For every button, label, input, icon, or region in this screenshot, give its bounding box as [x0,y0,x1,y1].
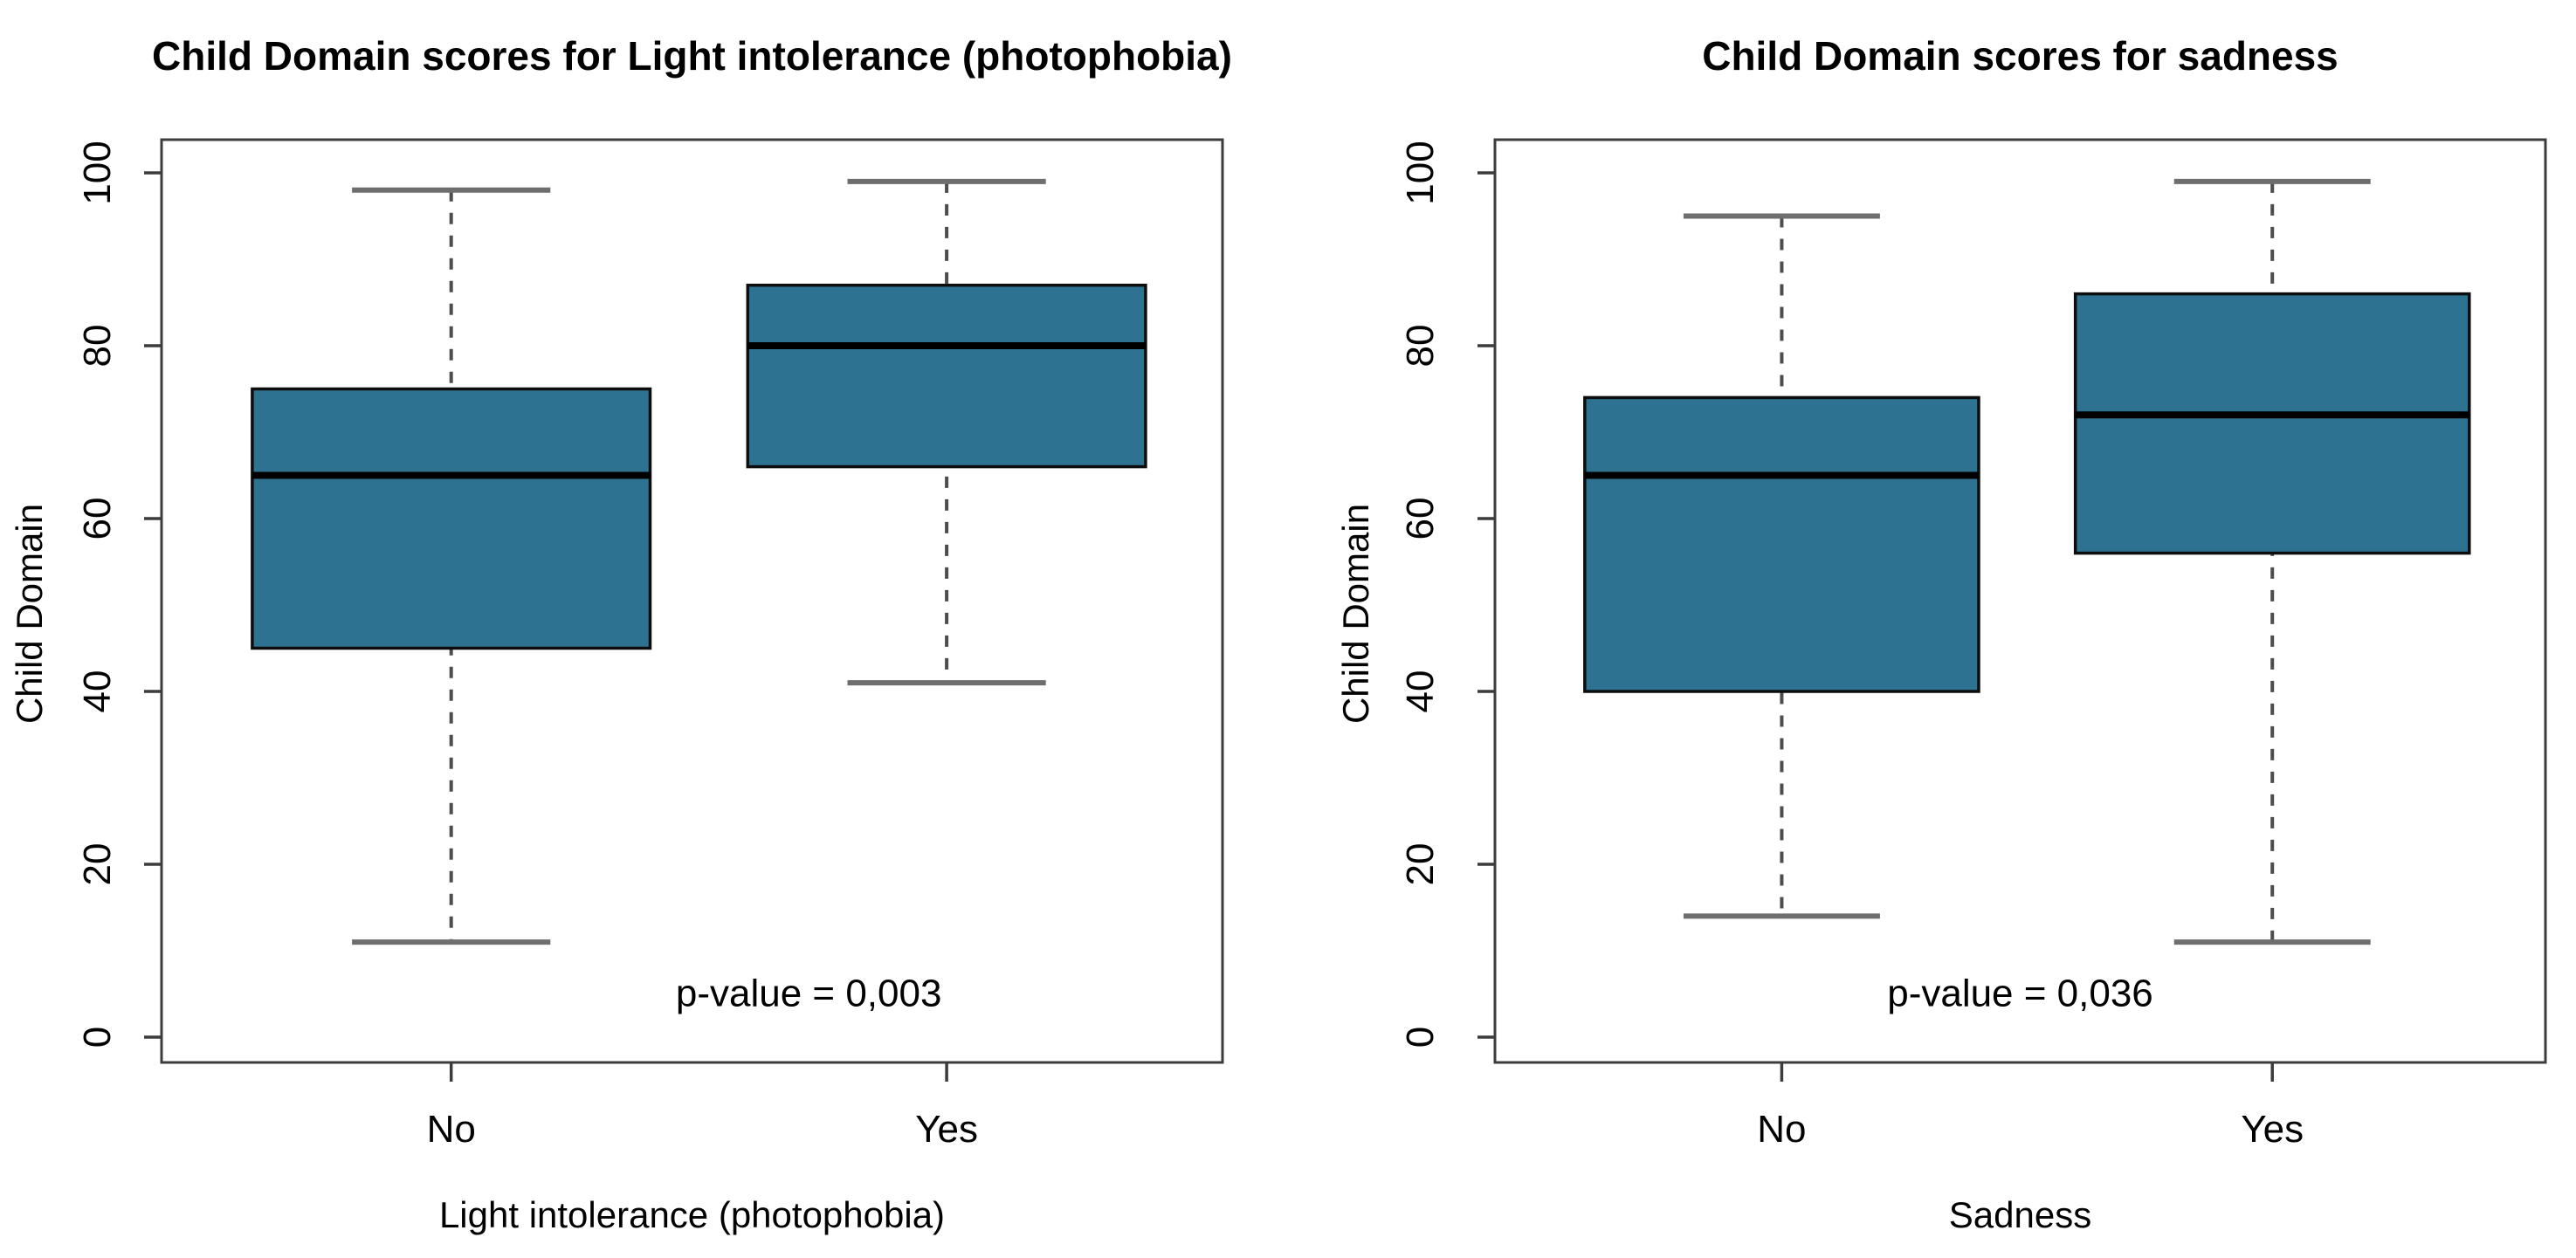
x-axis-label: Sadness [1949,1194,2091,1235]
iqr-box [746,283,1147,469]
y-tick-label: 60 [76,498,119,540]
y-tick-label: 20 [76,843,119,886]
chart-title: Child Domain scores for sadness [1702,33,2338,79]
box-yes [2073,178,2471,945]
y-tick-label: 100 [1399,141,1442,204]
boxplot-chart-left: Child Domain scores for Light intoleranc… [9,33,1232,1235]
boxplot-chart-right: Child Domain scores for sadness 0 20 40 60 80… [1335,33,2547,1235]
y-tick-label: 40 [1399,670,1442,713]
y-tick-label: 80 [76,325,119,368]
iqr-box [2073,292,2471,555]
y-axis-label: Child Domain [9,504,50,724]
box-no [251,187,652,945]
box-no [1583,213,1980,919]
x-tick-label: Yes [2241,1108,2304,1151]
y-tick-label: 0 [76,1027,119,1048]
y-tick-label: 100 [76,141,119,204]
y-tick-label: 60 [1399,498,1442,540]
y-tick-label: 40 [76,670,119,713]
plot-frame [1493,138,2547,1064]
p-value-annotation: p-value = 0,003 [676,973,942,1015]
iqr-box [251,387,652,650]
y-axis-label: Child Domain [1335,504,1376,724]
x-tick-label: Yes [915,1108,978,1151]
box-yes [746,178,1147,686]
y-tick-label: 80 [1399,325,1442,368]
x-tick-label: No [1757,1108,1806,1151]
plot-frame [160,138,1224,1064]
chart-title: Child Domain scores for Light intoleranc… [152,33,1232,79]
x-axis-label: Light intolerance (photophobia) [439,1194,945,1235]
y-tick-label: 20 [1399,843,1442,886]
iqr-box [1583,395,1980,693]
x-tick-label: No [427,1108,476,1151]
y-tick-label: 0 [1399,1027,1442,1048]
p-value-annotation: p-value = 0,036 [1887,973,2153,1015]
